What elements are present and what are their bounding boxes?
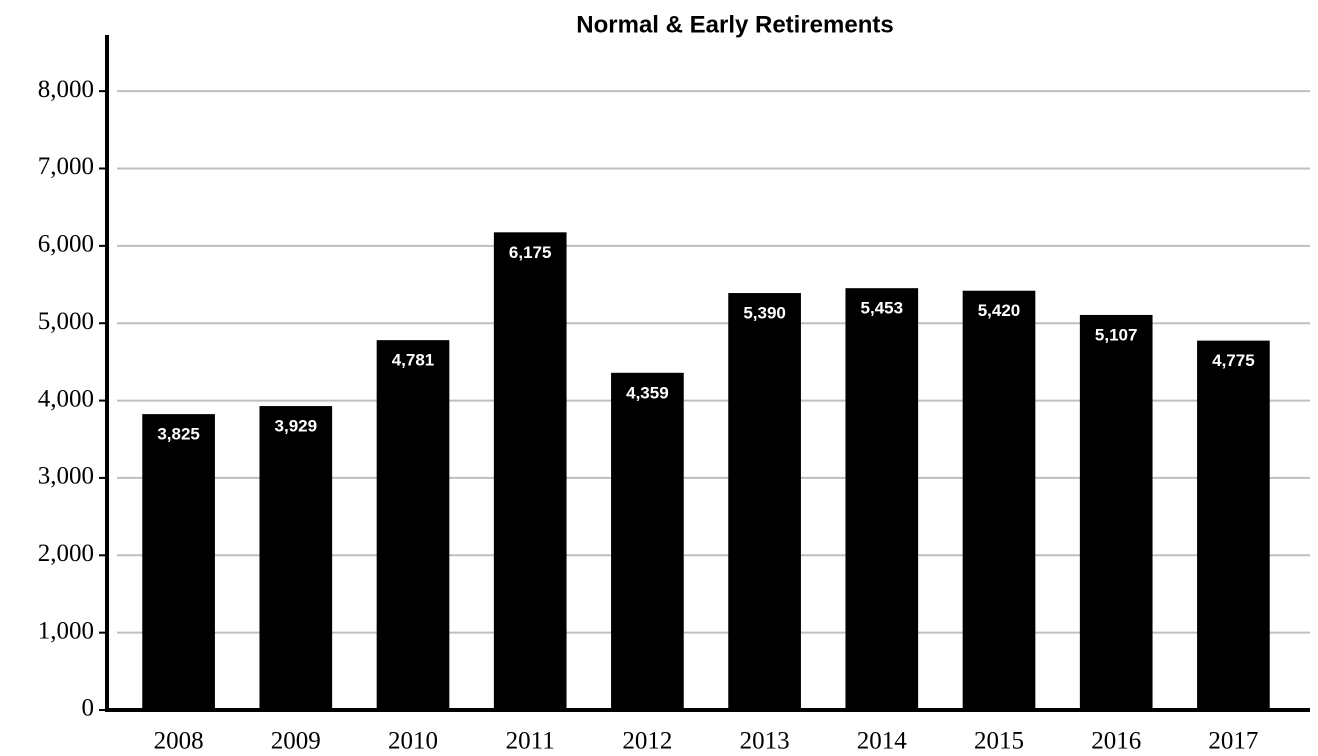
data-label: 4,775 [1212,351,1255,370]
data-label: 6,175 [509,243,552,262]
x-tick-label: 2009 [271,728,321,755]
y-tick-label: 8,000 [38,76,94,103]
data-label: 4,781 [392,351,435,370]
data-label: 5,453 [861,299,904,318]
y-tick-label: 5,000 [38,308,94,335]
x-tick-label: 2016 [1091,728,1141,755]
y-tick-label: 1,000 [38,617,94,644]
bar [259,406,333,710]
data-label: 5,107 [1095,325,1138,344]
bar [962,290,1036,710]
y-tick-label: 7,000 [38,153,94,180]
y-tick-label: 4,000 [38,385,94,412]
bar [1079,314,1153,710]
chart-title: Normal & Early Retirements [576,11,893,38]
x-tick-label: 2014 [857,728,908,755]
bar [728,293,801,710]
data-label: 5,420 [978,301,1021,320]
data-label: 4,359 [626,383,669,402]
x-tick-label: 2010 [388,728,438,755]
y-tick-label: 0 [82,695,95,722]
x-tick-label: 2012 [622,728,672,755]
bar [1197,340,1270,710]
y-tick-label: 2,000 [38,540,94,567]
x-tick-label: 2011 [506,728,555,755]
bar [376,340,450,710]
data-label: 5,390 [743,304,786,323]
data-label: 3,825 [157,425,200,444]
bar [845,288,919,710]
bar [493,232,567,710]
y-tick-label: 3,000 [38,463,94,490]
x-tick-label: 2013 [740,728,790,755]
x-tick-label: 2017 [1208,728,1258,755]
bar [611,372,684,710]
bar [142,414,215,710]
x-tick-label: 2008 [154,728,204,755]
y-tick-label: 6,000 [38,231,94,258]
x-tick-label: 2015 [974,728,1024,755]
data-label: 3,929 [275,417,318,436]
